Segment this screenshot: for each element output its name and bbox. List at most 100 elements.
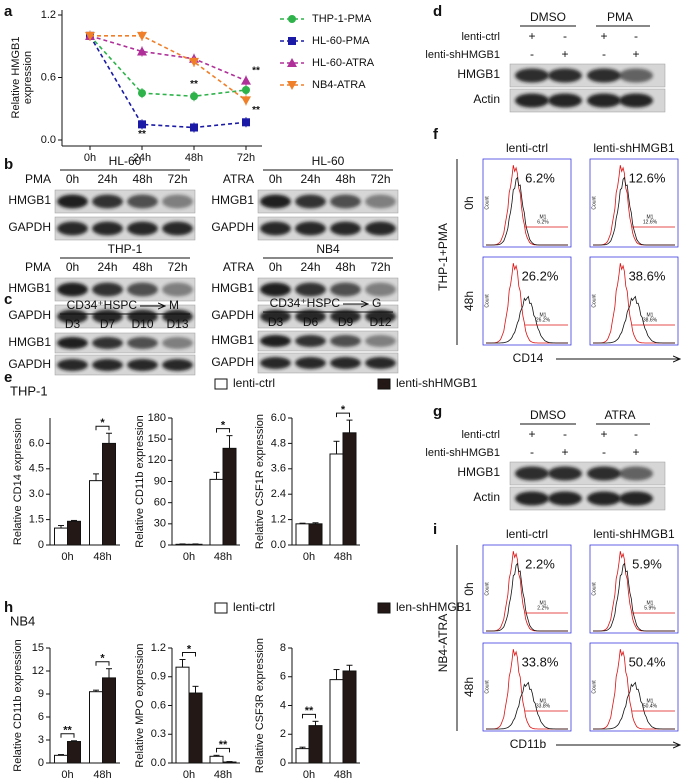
x-tick-label: 48h [214, 769, 232, 779]
blot-band [127, 282, 158, 297]
column-label: lenti-ctrl [506, 141, 548, 155]
y-tick-label: 0.9 [151, 671, 166, 683]
y-tick-label: 0.6 [41, 71, 56, 83]
blot-band [619, 491, 653, 506]
marker [190, 123, 198, 132]
blot-band [162, 221, 193, 236]
marker [242, 86, 250, 94]
blot-band [619, 93, 653, 108]
blot-band [365, 194, 396, 209]
lane-label: 48h [132, 260, 152, 274]
x-axis-label: CD11b [510, 737, 547, 751]
significance: * [187, 643, 192, 655]
blot-band [330, 335, 361, 347]
y-tick-label: 4 [280, 699, 286, 711]
treatment-label: PMA [25, 260, 51, 274]
blot-band [365, 309, 396, 324]
bar [295, 523, 310, 546]
row-label: HMGB1 [8, 281, 51, 295]
lane-label: D3 [65, 317, 81, 331]
blot-band [57, 337, 88, 349]
lane-label: 0h [66, 260, 79, 274]
row-label: Actin [473, 490, 500, 504]
blot-title: CD34⁺HSPC [67, 298, 138, 312]
axis-label: Count [591, 294, 597, 308]
significance: * [100, 417, 105, 429]
bar [54, 527, 68, 546]
bar [308, 523, 323, 546]
legend-swatch [214, 602, 228, 614]
y-tick-label: 60 [154, 497, 166, 509]
bar [209, 478, 224, 546]
treatment-mark: + [561, 47, 568, 61]
blot-band [365, 357, 396, 369]
marker [241, 96, 251, 106]
histogram-frame [589, 256, 679, 346]
row-label: lenti-shHMGB1 [425, 49, 500, 61]
blot-band [548, 491, 582, 506]
blot-band [260, 335, 291, 347]
treatment-mark: - [563, 427, 567, 441]
x-tick-label: 72h [237, 152, 255, 164]
blot-band [587, 93, 621, 108]
blot-band [57, 309, 88, 324]
histogram-frame [589, 544, 679, 634]
lane-label: D7 [100, 317, 116, 331]
legend-marker [288, 15, 296, 23]
y-tick-label: 6 [280, 671, 286, 683]
blot-band [260, 357, 291, 369]
x-tick-label: 48h [93, 551, 111, 563]
blot-band [92, 221, 123, 236]
blot-membrane [54, 304, 196, 329]
y-axis-label: expression [22, 51, 34, 104]
row-label: 48h [462, 677, 476, 697]
series-line [89, 35, 247, 98]
lane-label: 72h [167, 172, 187, 186]
legend-swatch [214, 378, 228, 390]
y-tick-label: 150 [148, 433, 166, 445]
significance-bracket [182, 652, 196, 657]
histogram-black [486, 681, 568, 730]
lane-label: 48h [132, 172, 152, 186]
column-label: lenti-shHMGB1 [593, 527, 675, 541]
histogram-black [593, 176, 675, 246]
blot-band [162, 282, 193, 297]
row-label: GAPDH [8, 220, 51, 234]
blot-membrane [257, 330, 399, 352]
blot-band [162, 194, 193, 209]
y-tick-label: 180 [148, 412, 166, 424]
significance: ** [190, 79, 198, 90]
blot-band [127, 337, 158, 349]
histogram-black [593, 295, 675, 344]
blot-band [57, 194, 88, 209]
axis-label: Count [591, 680, 597, 694]
legend-swatch [377, 602, 391, 614]
legend-label: HL-60-PMA [312, 35, 370, 47]
row-label: HMGB1 [211, 333, 254, 347]
lane-label: D13 [166, 317, 188, 331]
blot-band [57, 221, 88, 236]
gate-label: M1 [540, 600, 547, 606]
lane-label: 72h [167, 260, 187, 274]
blot-membrane [257, 352, 399, 374]
row-label: GAPDH [8, 357, 51, 371]
group-label: ATRA [604, 408, 635, 422]
row-label: GAPDH [211, 355, 254, 369]
percentage: 6.2% [525, 170, 555, 185]
significance: ** [252, 105, 260, 116]
significance-bracket [336, 412, 350, 418]
y-tick-label: 0.0 [41, 134, 56, 146]
row-label: GAPDH [8, 308, 51, 322]
blot-title: THP-1 [108, 242, 143, 256]
group-label: PMA [607, 10, 633, 24]
marker [190, 92, 198, 101]
blot-band [127, 309, 158, 324]
lane-label: 48h [335, 172, 355, 186]
significance: ** [305, 705, 314, 717]
bar [175, 666, 190, 764]
treatment-mark: + [561, 445, 568, 459]
gate-percentage: 38.6% [643, 317, 658, 323]
panel-letter: g [433, 403, 442, 420]
